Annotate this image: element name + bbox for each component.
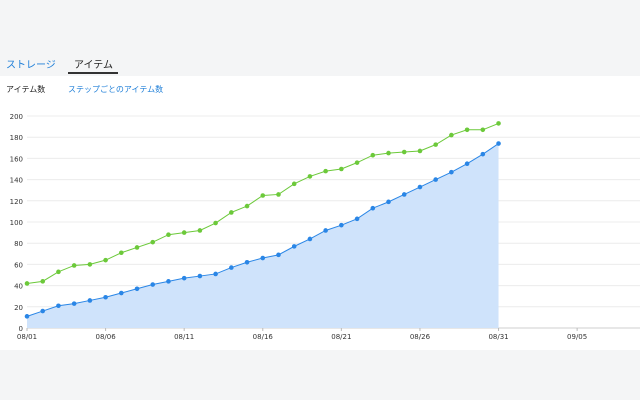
x-tick-label: 09/05 [567,333,587,341]
series-blue-point [401,192,407,197]
series-blue-point [150,282,156,287]
series-green-point [464,127,470,133]
series-blue-point [40,308,46,314]
series-blue-point [291,244,297,249]
series-blue-point [134,286,140,292]
series-blue-point [339,222,344,228]
series-green-point [401,149,407,155]
y-tick-label: 180 [10,134,23,142]
series-green-point [449,132,454,138]
series-green-point [307,174,313,179]
series-blue-point [87,298,93,303]
series-green-point [181,230,187,235]
series-blue-point [213,271,218,277]
tab-bar: ストレージ アイテム [0,48,640,77]
items-line-chart: 0 20 40 60 80 100 120 140 160 180 200 08/01 08/06 08/… [10,113,640,341]
series-green-point [433,142,438,147]
x-tick-label: 08/06 [95,333,116,341]
x-tick-label: 08/11 [174,333,194,341]
y-tick-label: 100 [10,219,23,227]
series-green-point [244,203,250,209]
series-blue-point [229,265,234,270]
series-green-point [71,263,77,268]
series-green-point [480,127,486,133]
series-green-point [166,232,171,238]
series-green-point [339,166,344,172]
y-tick-label: 20 [14,304,23,312]
series-blue-point [181,275,187,281]
series-green-point [150,239,156,245]
subtab-items-per-step[interactable]: ステップごとのアイテム数 [68,85,164,94]
tab-items[interactable]: アイテム [74,60,113,71]
series-green-point [370,152,376,158]
x-tick-label: 08/01 [17,333,37,341]
series-blue-point [417,184,423,190]
series-blue-point [24,314,30,319]
series-blue-point [307,236,313,242]
series-blue-point [71,301,77,306]
series-green-point [103,257,108,263]
series-blue-point [323,228,328,233]
y-tick-label: 160 [10,155,23,163]
subtab-item-count[interactable]: アイテム数 [6,85,46,94]
active-tab-indicator [68,72,118,74]
series-green-point [229,210,234,215]
series-green-point [417,148,423,154]
series-green-point [323,168,328,174]
series-green-point [386,150,391,156]
series-green-point [276,192,281,197]
series-blue-point [103,294,108,300]
y-tick-label: 120 [10,198,23,206]
series-blue-point [166,279,171,284]
series-green-point [213,220,218,226]
series-green-point [87,262,93,267]
tab-storage[interactable]: ストレージ [6,60,56,71]
series-green-point [496,121,501,126]
series-blue-point [354,216,360,222]
y-tick-label: 40 [14,283,23,291]
series-blue-point [496,141,501,146]
series-blue-point [480,151,486,157]
series-blue-point [56,303,61,309]
series-blue-point [260,255,266,261]
x-tick-label: 08/21 [331,333,351,341]
series-blue-point [197,273,203,279]
y-tick-label: 80 [14,240,23,248]
series-blue-point [386,199,391,205]
series-blue-point [449,169,454,175]
y-tick-label: 140 [10,177,23,185]
series-green-point [291,181,297,187]
series-blue-point [370,205,376,211]
series-green-point [119,250,124,256]
series-green-point [24,281,30,286]
series-green-point [56,269,61,275]
y-tick-label: 0 [19,325,23,333]
series-green-point [354,160,360,165]
series-green-point [260,193,266,198]
series-blue-point [464,161,470,166]
x-tick-label: 08/31 [488,333,508,341]
series-blue-point [244,259,250,265]
series-green-point [40,279,46,284]
series-blue-point [433,177,438,182]
series-green-point [134,245,140,250]
x-tick-label: 08/26 [410,333,431,341]
x-tick-label: 08/16 [253,333,274,341]
series-green-point [197,228,203,233]
y-tick-label: 60 [14,261,23,269]
series-blue-point [276,252,281,258]
y-tick-label: 200 [10,113,23,121]
series-blue-area [27,143,499,328]
series-blue-point [119,290,124,296]
